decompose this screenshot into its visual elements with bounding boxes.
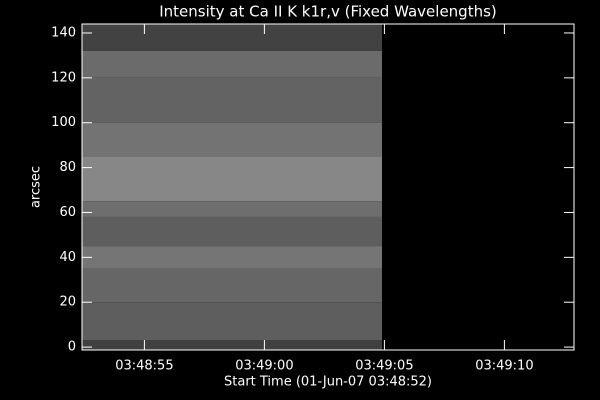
- y-tick-label: 100: [51, 115, 76, 130]
- x-tick-label: 03:48:55: [115, 359, 173, 374]
- y-tick-label: 140: [51, 25, 76, 40]
- image-row: [82, 216, 382, 247]
- image-row: [82, 201, 382, 217]
- image-row: [82, 340, 382, 350]
- image-row: [82, 246, 382, 269]
- x-tick-label: 03:49:10: [475, 359, 533, 374]
- image-row: [82, 156, 382, 202]
- image-row: [82, 268, 382, 303]
- y-tick-label: 40: [59, 250, 76, 265]
- y-tick-label: 120: [51, 70, 76, 85]
- y-tick-label: 20: [59, 295, 76, 310]
- y-tick-label: 0: [68, 340, 76, 355]
- chart-title: Intensity at Ca II K k1r,v (Fixed Wavele…: [159, 3, 497, 21]
- x-tick-label: 03:49:05: [355, 359, 413, 374]
- x-axis-label: Start Time (01-Jun-07 03:48:52): [224, 375, 432, 390]
- plot-frame: [81, 23, 575, 351]
- y-tick-label: 80: [59, 160, 76, 175]
- y-axis-label: arcsec: [29, 166, 44, 208]
- image-row: [82, 122, 382, 157]
- y-tick-label: 60: [59, 205, 76, 220]
- image-row: [82, 24, 382, 51]
- x-tick-label: 03:49:00: [235, 359, 293, 374]
- image-row: [82, 302, 382, 341]
- image-row: [82, 77, 382, 123]
- image-row: [82, 50, 382, 78]
